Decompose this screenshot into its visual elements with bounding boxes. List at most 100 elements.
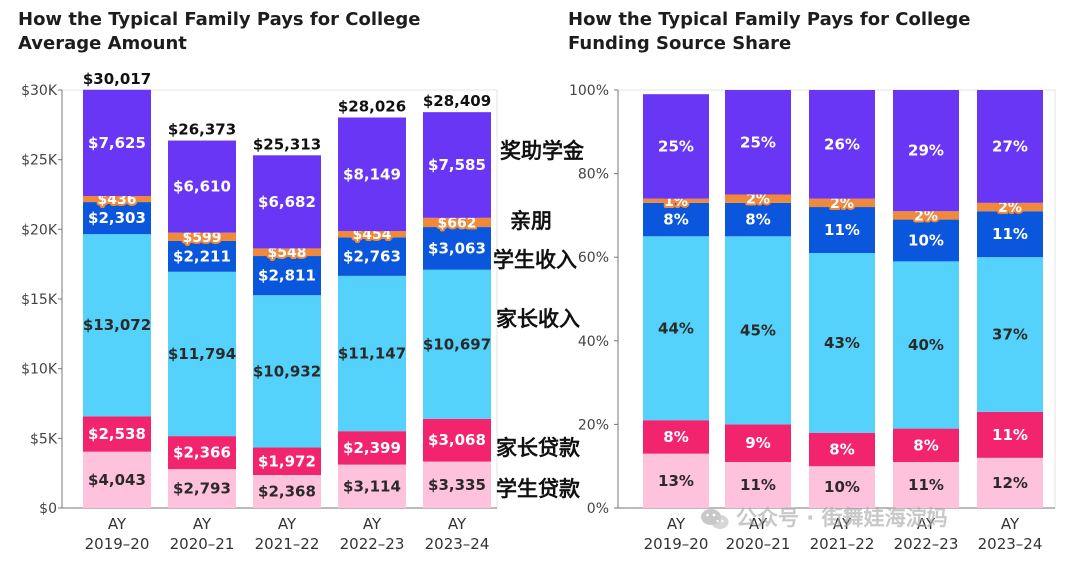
x-tick-label-amount: 2023–24 (425, 535, 490, 553)
bar-label-parent_income-share: 44% (658, 319, 694, 337)
bar-segment-student_loans-share (977, 457, 1043, 508)
y-tick-label-amount: $20K (21, 222, 58, 238)
bar-segment-scholarships-share (809, 90, 875, 199)
bar-segment-student_loans-amount (253, 475, 321, 508)
bar-segment-student_loans-amount (83, 451, 151, 508)
bar-label-student_loans-amount: $3,335 (428, 476, 486, 494)
bar-segment-parent_loans-amount (168, 436, 236, 470)
bar-label-scholarships-amount: $6,610 (173, 178, 231, 196)
bar-segment-student_income-amount (338, 237, 406, 276)
bar-segment-friends-amount (83, 196, 151, 203)
bar-segment-parent_income-share (977, 257, 1043, 412)
bar-label-parent_loans-amount: $2,366 (173, 444, 231, 462)
left-title-line-1: How the Typical Family Pays for College (18, 9, 421, 30)
bar-label-parent_loans-share: 11% (992, 426, 1028, 444)
bar-segment-scholarships-amount (338, 117, 406, 232)
bar-label-scholarships-amount: $7,625 (88, 134, 146, 152)
bar-label-student_income-share: 8% (745, 211, 770, 229)
bar-segment-parent_income-share (725, 236, 791, 425)
x-tick-label-share: AY (749, 515, 768, 533)
bar-segment-student_loans-amount (168, 469, 236, 508)
x-tick-label-share: AY (667, 515, 686, 533)
bar-label-parent_loans-amount: $2,538 (88, 425, 146, 443)
bar-label-student_loans-amount: $3,114 (343, 477, 401, 495)
bar-segment-student_loans-share (725, 462, 791, 508)
watermark-text: 公众号 · 街舞娃海淀妈 (736, 506, 948, 530)
bar-label-parent_loans-share: 8% (913, 436, 938, 454)
bar-segment-scholarships-share (893, 90, 959, 212)
bar-segment-parent_income-share (809, 253, 875, 433)
bar-segment-student_income-share (977, 211, 1043, 258)
bar-segment-student_income-share (725, 202, 791, 237)
bar-segment-student_loans-share (809, 466, 875, 508)
bar-segment-parent_income-amount (168, 271, 236, 437)
bar-label-student_loans-share: 13% (658, 472, 694, 490)
bar-segment-student_income-share (809, 207, 875, 254)
bar-segment-scholarships-share (725, 90, 791, 195)
y-tick-label-amount: $25K (21, 153, 58, 169)
x-tick-label-share: 2022–23 (894, 535, 959, 553)
bar-segment-parent_income-amount (423, 269, 491, 419)
bar-label-student_income-amount: $2,763 (343, 248, 401, 266)
bar-segment-friends-amount (168, 232, 236, 241)
bar-segment-scholarships-amount (423, 112, 491, 218)
bar-segment-parent_loans-amount (83, 416, 151, 452)
x-tick-label-amount: AY (448, 515, 467, 533)
y-tick-label-amount: $10K (21, 362, 58, 378)
y-tick-label-amount: $0 (39, 501, 57, 517)
bar-label-friends-amount: $599 (183, 230, 222, 246)
bar-label-parent_income-amount: $10,932 (253, 362, 321, 380)
y-tick-label-share: 40% (578, 334, 609, 350)
bar-segment-friends-share (893, 211, 959, 220)
x-tick-label-amount: 2019–20 (85, 535, 150, 553)
bar-segment-scholarships-share (643, 94, 709, 199)
bar-label-student_income-amount: $2,211 (173, 247, 231, 265)
bar-label-scholarships-share: 25% (740, 133, 776, 151)
bar-segment-parent_income-amount (83, 234, 151, 417)
bar-total-label: $26,373 (168, 121, 236, 139)
x-tick-label-amount: AY (193, 515, 212, 533)
bar-label-friends-share: 2% (998, 200, 1022, 216)
bar-segment-student_income-share (893, 219, 959, 262)
bar-total-label: $25,313 (253, 135, 321, 153)
bar-total-label: $30,017 (83, 70, 151, 88)
bar-segment-friends-share (809, 198, 875, 208)
bar-segment-parent_loans-amount (423, 418, 491, 462)
bar-segment-friends-amount (253, 248, 321, 257)
bar-segment-parent_loans-share (725, 424, 791, 463)
x-tick-label-share: AY (1001, 515, 1020, 533)
bar-label-student_loans-amount: $2,368 (258, 483, 316, 501)
bar-label-student_income-amount: $3,063 (428, 239, 486, 257)
bar-label-parent_income-share: 40% (908, 336, 944, 354)
bar-label-student_income-share: 11% (992, 225, 1028, 243)
bar-segment-scholarships-amount (168, 140, 236, 233)
bar-label-scholarships-amount: $7,585 (428, 156, 486, 174)
wechat-icon (701, 509, 729, 529)
bar-segment-scholarships-amount (83, 89, 151, 197)
bar-label-parent_income-share: 45% (740, 321, 776, 339)
bar-label-student_income-amount: $2,303 (88, 209, 146, 227)
bar-segment-friends-share (725, 194, 791, 203)
bar-label-parent_income-amount: $11,147 (338, 345, 406, 363)
bar-segment-parent_loans-share (643, 420, 709, 454)
bar-segment-student_income-share (643, 202, 709, 237)
bar-label-student_loans-share: 10% (824, 478, 860, 496)
y-tick-label-share: 20% (578, 417, 609, 433)
x-tick-label-amount: AY (278, 515, 297, 533)
bar-label-friends-share: 2% (746, 192, 770, 208)
bar-label-friends-amount: $662 (438, 215, 477, 231)
bar-label-student_loans-amount: $4,043 (88, 471, 146, 489)
bar-label-parent_loans-amount: $2,399 (343, 439, 401, 457)
bar-segment-student_loans-share (643, 453, 709, 508)
bar-segment-student_loans-amount (338, 464, 406, 508)
bar-segment-student_income-amount (168, 240, 236, 272)
bar-label-student_income-amount: $2,811 (258, 267, 316, 285)
legend-label-scholarships: 奖助学金 (500, 139, 584, 163)
bar-label-student_loans-share: 11% (740, 476, 776, 494)
x-tick-label-amount: 2021–22 (255, 535, 320, 553)
bar-segment-friends-amount (338, 231, 406, 238)
bar-label-friends-share: 2% (914, 208, 938, 224)
bar-segment-parent_loans-amount (253, 447, 321, 476)
x-tick-label-amount: AY (363, 515, 382, 533)
